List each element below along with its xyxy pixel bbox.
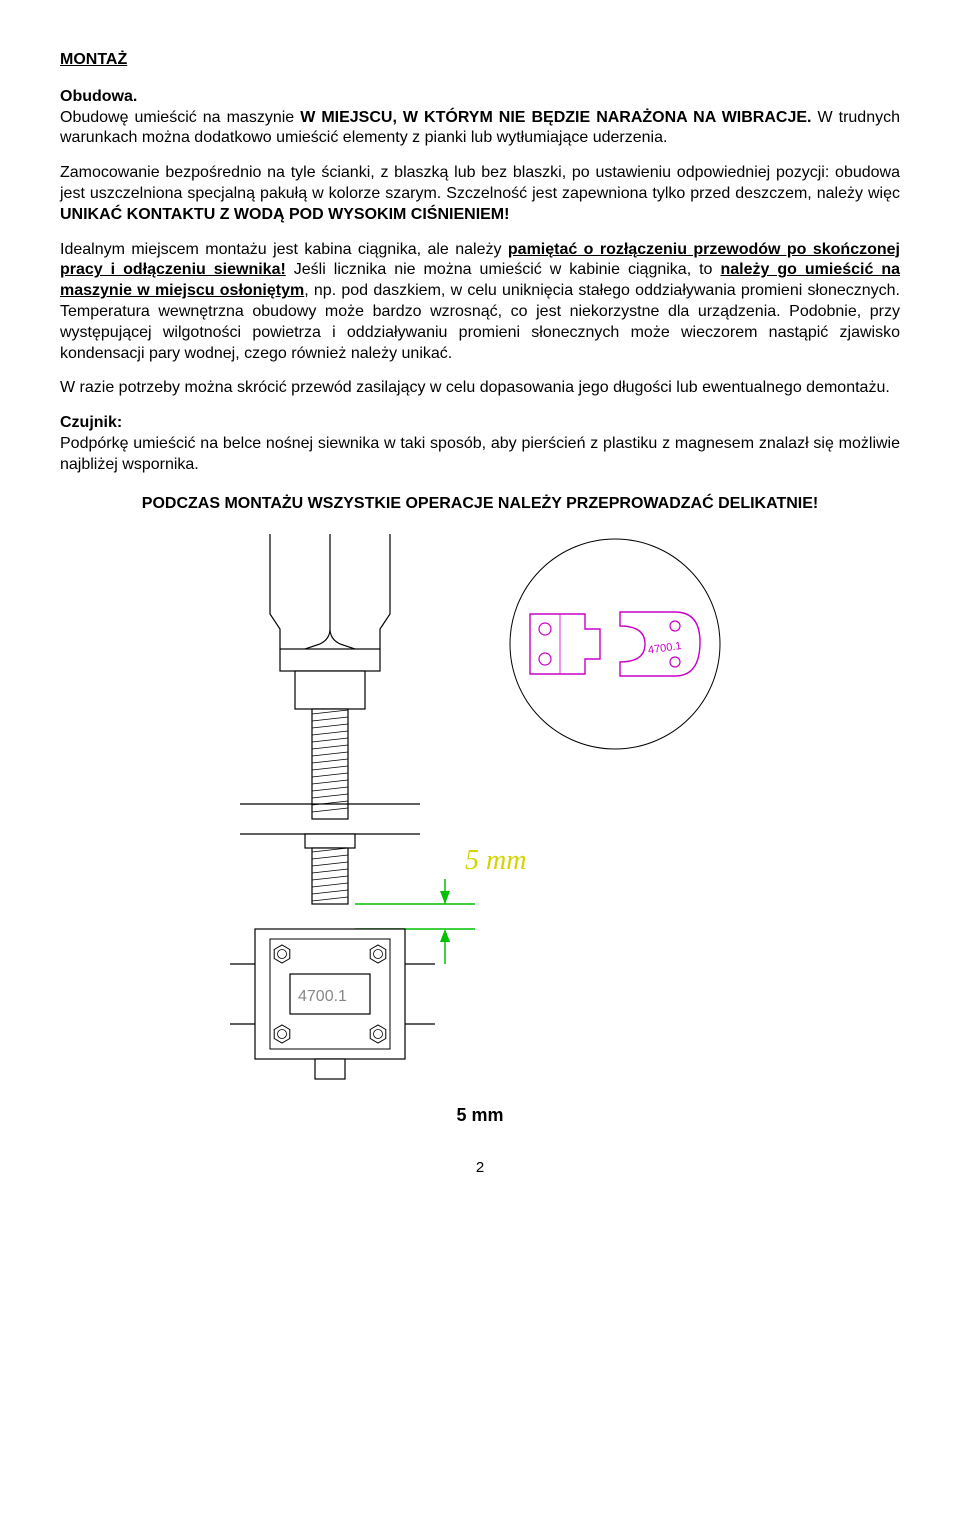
para-cable: W razie potrzeby można skrócić przewód z… bbox=[60, 378, 900, 399]
subhead-czujnik: Czujnik: bbox=[60, 414, 122, 431]
text-span: Idealnym miejscem montażu jest kabina ci… bbox=[60, 241, 508, 258]
text-span: Jeśli licznika nie można umieścić w kabi… bbox=[286, 261, 721, 278]
page-number: 2 bbox=[60, 1158, 900, 1178]
diagram-svg: 5 mm4700.14700.1 bbox=[220, 534, 740, 1094]
para-placement: Idealnym miejscem montażu jest kabina ci… bbox=[60, 240, 900, 365]
text-span: Zamocowanie bezpośrednio na tyle ścianki… bbox=[60, 164, 900, 202]
emphasis: W MIEJSCU, W KTÓRYM NIE BĘDZIE NARAŻONA … bbox=[300, 109, 811, 126]
warning-banner: PODCZAS MONTAŻU WSZYSTKIE OPERACJE NALEŻ… bbox=[60, 494, 900, 515]
subhead-obudowa: Obudowa. bbox=[60, 88, 137, 105]
svg-text:5 mm: 5 mm bbox=[465, 845, 526, 876]
section-czujnik: Czujnik: Podpórkę umieścić na belce nośn… bbox=[60, 413, 900, 475]
text-span: Obudowę umieścić na maszynie bbox=[60, 109, 300, 126]
section-obudowa: Obudowa. Obudowę umieścić na maszynie W … bbox=[60, 87, 900, 149]
dimension-label-bottom: 5 mm bbox=[60, 1104, 900, 1127]
page-heading: MONTAŻ bbox=[60, 50, 900, 71]
text-span: Podpórkę umieścić na belce nośnej siewni… bbox=[60, 435, 900, 473]
emphasis: UNIKAĆ KONTAKTU Z WODĄ POD WYSOKIM CIŚNI… bbox=[60, 206, 509, 223]
svg-text:4700.1: 4700.1 bbox=[298, 988, 347, 1005]
assembly-diagram: 5 mm4700.14700.1 bbox=[60, 534, 900, 1094]
para-sealing: Zamocowanie bezpośrednio na tyle ścianki… bbox=[60, 163, 900, 225]
